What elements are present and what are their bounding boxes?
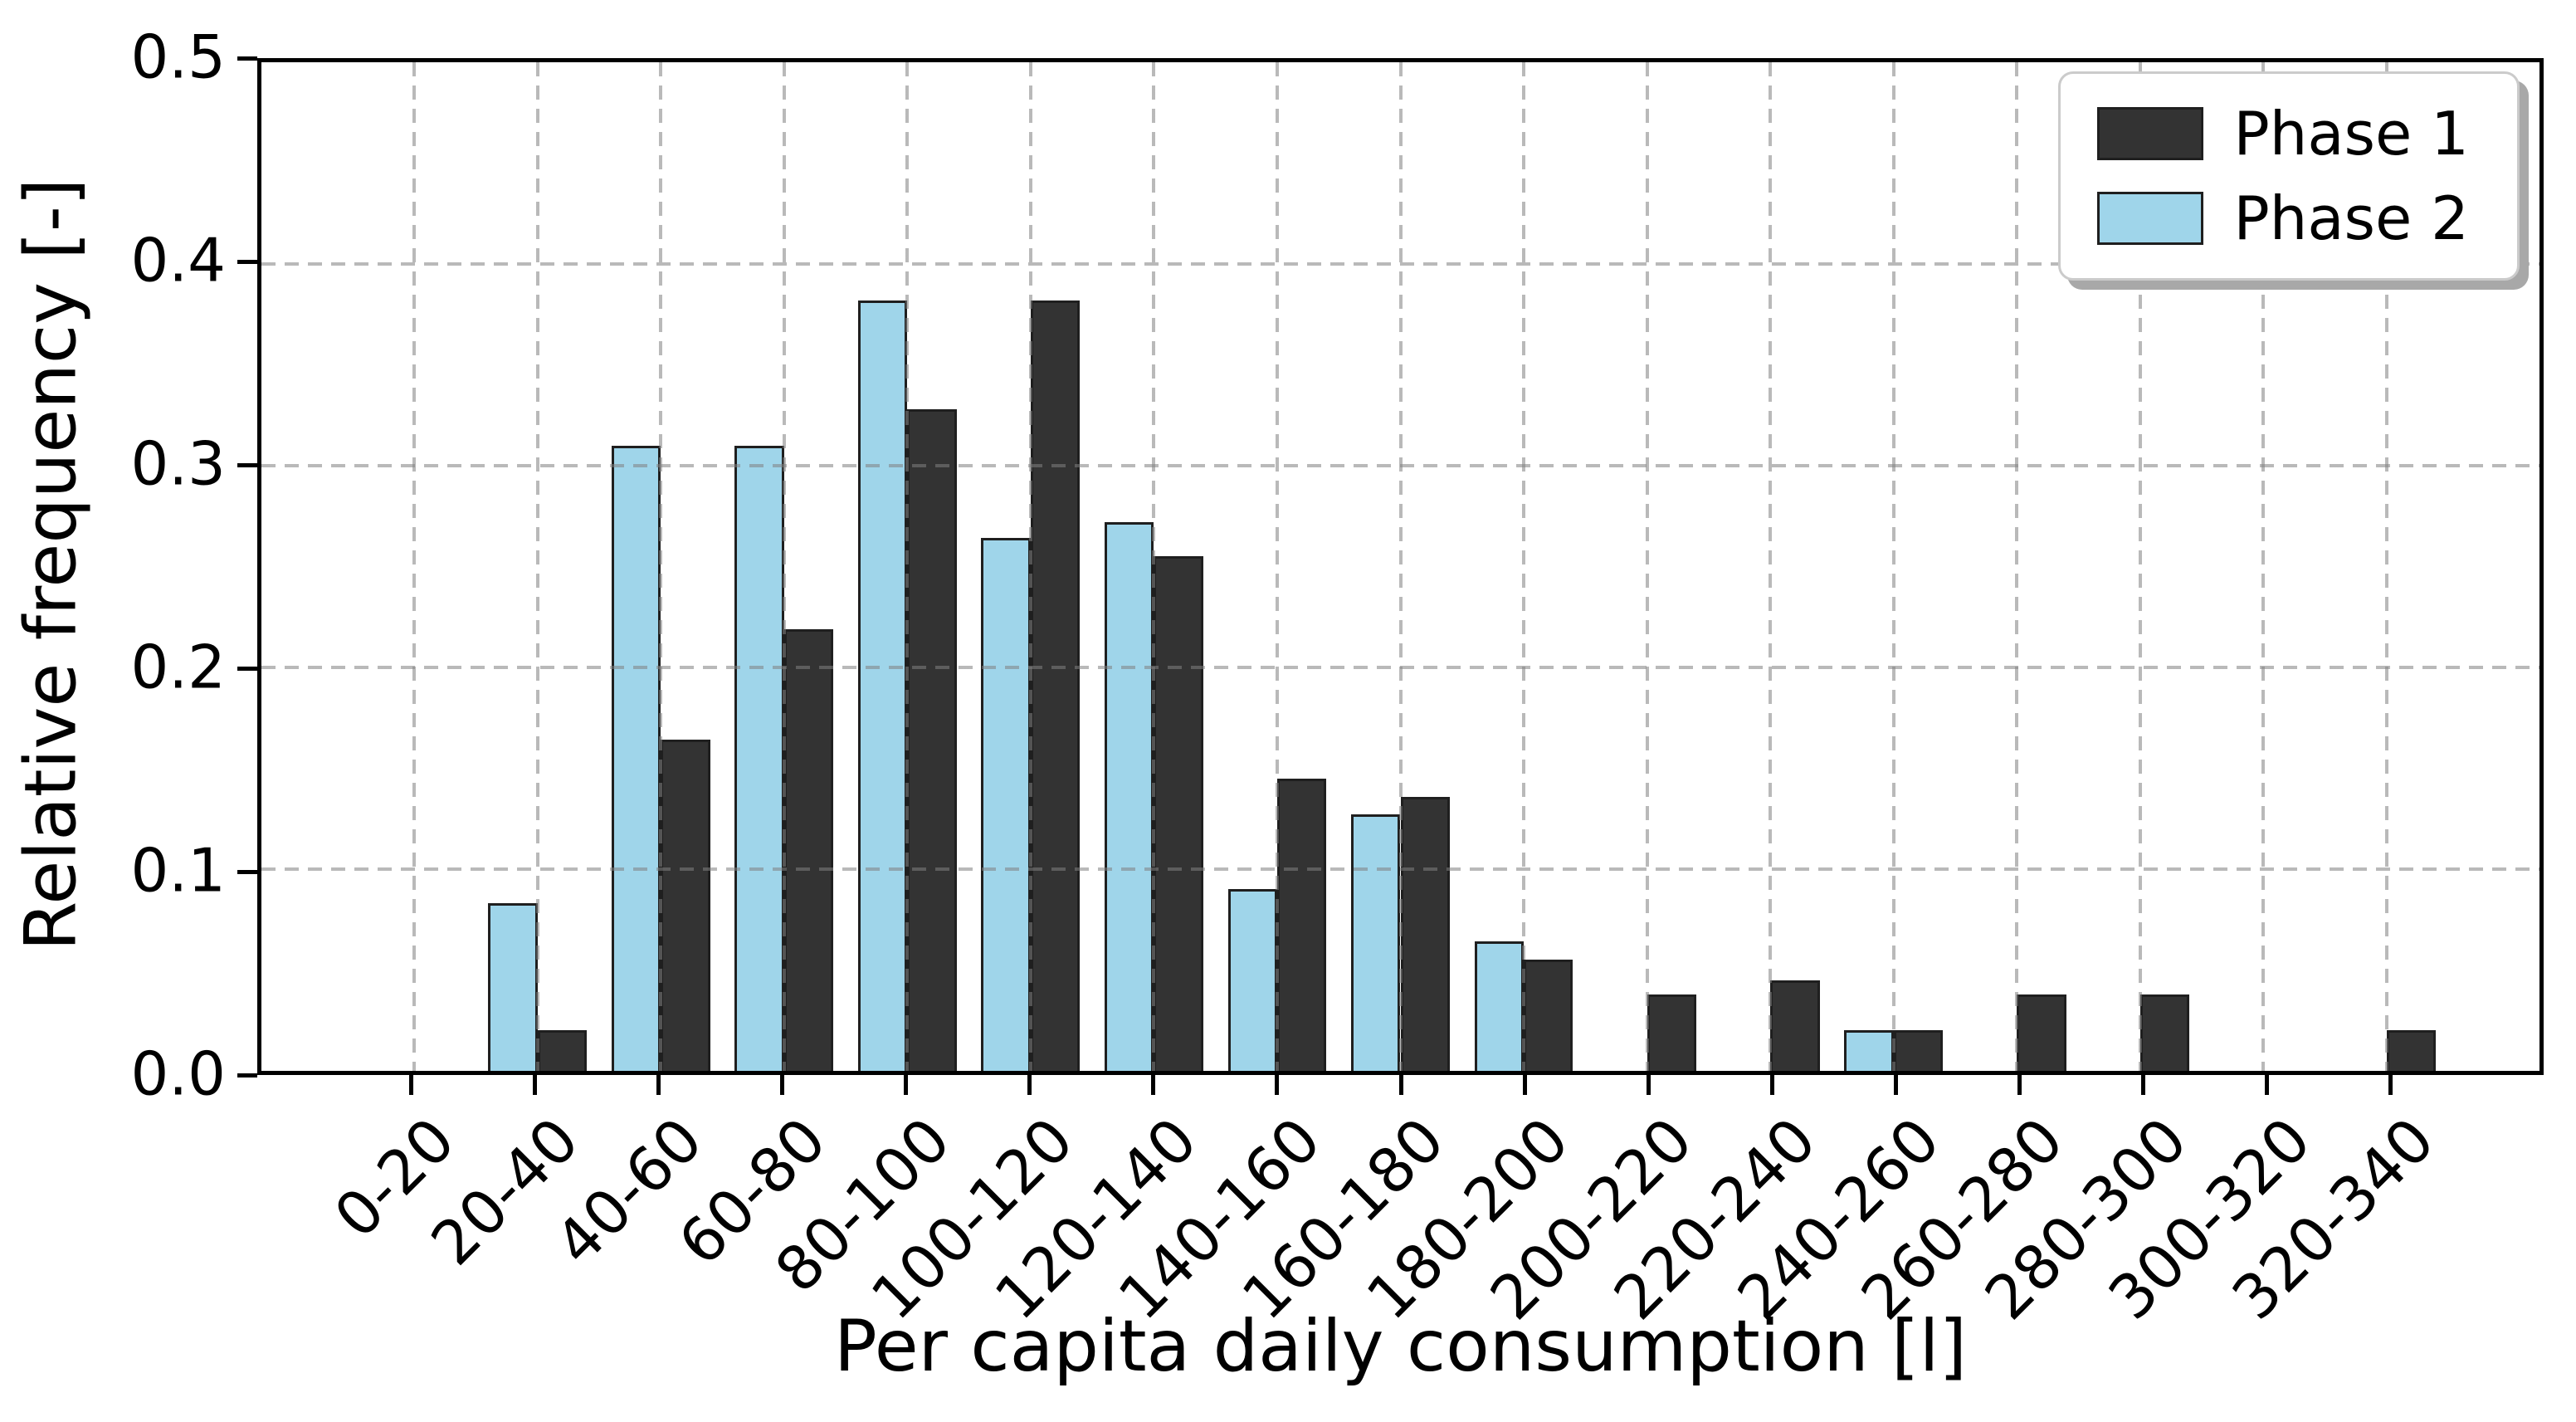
bar-phase-2-40-60 — [611, 445, 661, 1071]
bar-phase-1-240-260 — [1893, 1030, 1944, 1071]
x-tick-mark-100-120 — [1027, 1075, 1032, 1095]
bar-phase-2-120-140 — [1105, 522, 1154, 1071]
bar-phase-2-60-80 — [734, 445, 784, 1071]
x-tick-mark-320-340 — [2388, 1075, 2393, 1095]
bar-phase-1-40-60 — [661, 740, 710, 1071]
x-tick-mark-0-20 — [408, 1075, 413, 1095]
y-tick-mark-0.5 — [237, 56, 257, 61]
legend: Phase 1 Phase 2 — [2058, 71, 2520, 281]
bar-phase-1-20-40 — [537, 1030, 588, 1071]
y-tick-label-0.5: 0.5 — [130, 22, 226, 92]
bar-phase-2-240-260 — [1844, 1030, 1894, 1071]
x-tick-mark-60-80 — [780, 1075, 785, 1095]
bar-phase-1-120-140 — [1154, 556, 1203, 1071]
legend-swatch-phase-1-icon — [2097, 107, 2204, 160]
x-tick-mark-220-240 — [1769, 1075, 1774, 1095]
bar-phase-2-180-200 — [1474, 941, 1525, 1071]
bar-phase-2-20-40 — [488, 903, 538, 1071]
legend-label-phase-2: Phase 2 — [2233, 183, 2469, 253]
y-tick-mark-0.4 — [237, 260, 257, 264]
x-tick-mark-260-280 — [2017, 1075, 2022, 1095]
legend-item-phase-1: Phase 1 — [2097, 104, 2469, 164]
bar-phase-1-260-280 — [2017, 994, 2066, 1071]
x-tick-mark-20-40 — [532, 1075, 537, 1095]
legend-label-phase-1: Phase 1 — [2233, 99, 2469, 169]
bar-phase-1-60-80 — [783, 628, 834, 1071]
bar-phase-1-220-240 — [1770, 980, 1820, 1071]
x-tick-mark-280-300 — [2140, 1075, 2145, 1095]
bars-layer — [261, 62, 2539, 1071]
x-tick-mark-180-200 — [1522, 1075, 1527, 1095]
y-tick-mark-0.1 — [237, 870, 257, 874]
y-tick-label-0.3: 0.3 — [130, 428, 226, 499]
x-tick-mark-120-140 — [1151, 1075, 1156, 1095]
bar-phase-1-180-200 — [1524, 960, 1573, 1071]
bar-phase-1-80-100 — [907, 408, 957, 1071]
bar-phase-1-100-120 — [1030, 300, 1081, 1071]
y-tick-mark-0.2 — [237, 667, 257, 671]
bar-phase-1-140-160 — [1276, 778, 1327, 1071]
bar-phase-2-160-180 — [1351, 814, 1401, 1071]
x-tick-mark-140-160 — [1275, 1075, 1280, 1095]
y-tick-label-0.1: 0.1 — [130, 835, 226, 906]
y-tick-mark-0.3 — [237, 463, 257, 467]
bar-phase-1-200-220 — [1647, 994, 1696, 1071]
bar-phase-1-160-180 — [1400, 796, 1450, 1071]
x-tick-mark-300-320 — [2265, 1075, 2270, 1095]
legend-item-phase-2: Phase 2 — [2097, 188, 2469, 248]
y-axis-label: Relative frequency [-] — [9, 178, 93, 951]
bar-phase-2-100-120 — [981, 538, 1031, 1071]
legend-swatch-phase-2-icon — [2097, 192, 2204, 245]
y-tick-label-0.4: 0.4 — [130, 225, 226, 296]
x-tick-mark-240-260 — [1893, 1075, 1898, 1095]
bar-phase-2-140-160 — [1227, 889, 1277, 1071]
bar-phase-1-280-300 — [2139, 994, 2190, 1071]
x-tick-mark-40-60 — [656, 1075, 661, 1095]
y-tick-label-0.0: 0.0 — [130, 1038, 226, 1109]
y-tick-label-0.2: 0.2 — [130, 632, 226, 702]
x-axis-label: Per capita daily consumption [l] — [833, 1305, 1968, 1388]
y-tick-mark-0.0 — [237, 1073, 257, 1077]
x-tick-mark-80-100 — [904, 1075, 909, 1095]
x-tick-mark-160-180 — [1398, 1075, 1403, 1095]
bar-phase-2-80-100 — [857, 300, 908, 1071]
bar-phase-1-320-340 — [2386, 1030, 2437, 1071]
x-tick-mark-200-220 — [1646, 1075, 1651, 1095]
